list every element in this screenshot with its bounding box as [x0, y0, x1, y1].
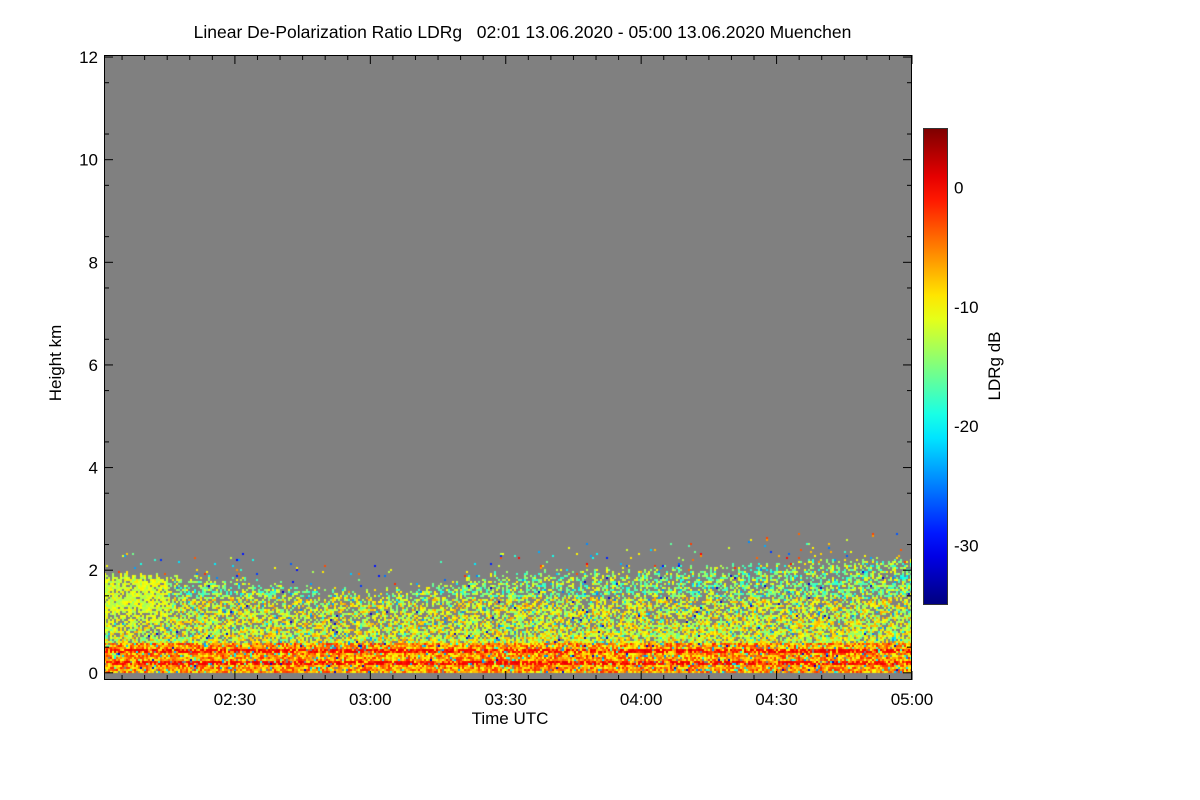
- colorbar-tick-label: -20: [954, 417, 979, 436]
- ldr-heatmap: [104, 55, 912, 680]
- colorbar-tick-label: -10: [954, 298, 979, 317]
- x-tick-label: 03:00: [349, 690, 392, 709]
- y-tick-label: 8: [89, 253, 98, 272]
- x-tick-label: 03:30: [484, 690, 527, 709]
- x-tick-label: 04:30: [755, 690, 798, 709]
- y-tick-label: 4: [89, 459, 98, 478]
- x-axis-label: Time UTC: [471, 709, 549, 728]
- y-tick-label: 2: [89, 561, 98, 580]
- x-tick-label: 04:00: [620, 690, 663, 709]
- x-tick-label: 02:30: [214, 690, 257, 709]
- colorbar: [923, 128, 948, 605]
- plot-frame: [104, 55, 912, 680]
- chart-title: Linear De-Polarization Ratio LDRg 02:01 …: [193, 22, 852, 42]
- y-tick-label: 6: [89, 356, 98, 375]
- colorbar-tick-label: 0: [954, 179, 963, 198]
- y-tick-label: 10: [79, 151, 98, 170]
- x-tick-label: 05:00: [891, 690, 934, 709]
- y-axis-label: Height km: [46, 324, 65, 402]
- colorbar-label: LDRg dB: [985, 331, 1004, 401]
- colorbar-tick-label: -30: [954, 536, 979, 555]
- y-tick-label: 12: [79, 48, 98, 67]
- y-tick-label: 0: [89, 664, 98, 683]
